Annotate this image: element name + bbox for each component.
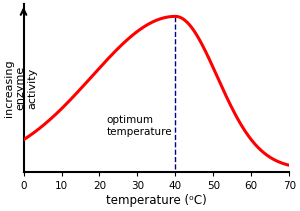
Y-axis label: increasing
enzyme
activity: increasing enzyme activity xyxy=(4,59,38,117)
X-axis label: temperature (ᵒC): temperature (ᵒC) xyxy=(106,194,207,207)
Text: optimum
temperature: optimum temperature xyxy=(106,115,172,137)
